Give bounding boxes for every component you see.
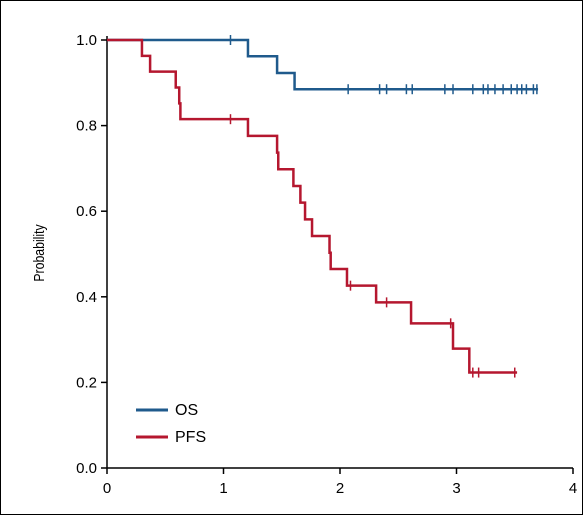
y-tick-label: 0.6 xyxy=(76,203,97,220)
y-tick-label: 0.4 xyxy=(76,289,97,306)
y-tick-label: 0.2 xyxy=(76,374,97,391)
curve-pfs xyxy=(107,38,518,374)
curve-os xyxy=(107,38,539,91)
x-tick-label: 4 xyxy=(569,480,577,497)
x-tick-label: 0 xyxy=(103,480,111,497)
x-tick-label: 3 xyxy=(452,480,460,497)
axes: 0.0 0.2 0.4 0.6 0.8 1.0 0 1 2 3 4 xyxy=(76,32,577,497)
x-tick-label: 1 xyxy=(219,480,227,497)
x-tick-label: 2 xyxy=(336,480,344,497)
y-tick-label: 0.8 xyxy=(76,118,97,135)
y-axis-title: Probability xyxy=(31,224,47,282)
y-tick-label: 1.0 xyxy=(76,32,97,49)
legend-label-pfs: PFS xyxy=(175,429,206,446)
legend: OS PFS xyxy=(136,402,206,446)
series-os xyxy=(107,35,539,95)
legend-label-os: OS xyxy=(175,402,198,419)
series-layer xyxy=(107,35,539,378)
series-pfs xyxy=(107,38,518,378)
y-tick-label: 0.0 xyxy=(76,460,97,477)
